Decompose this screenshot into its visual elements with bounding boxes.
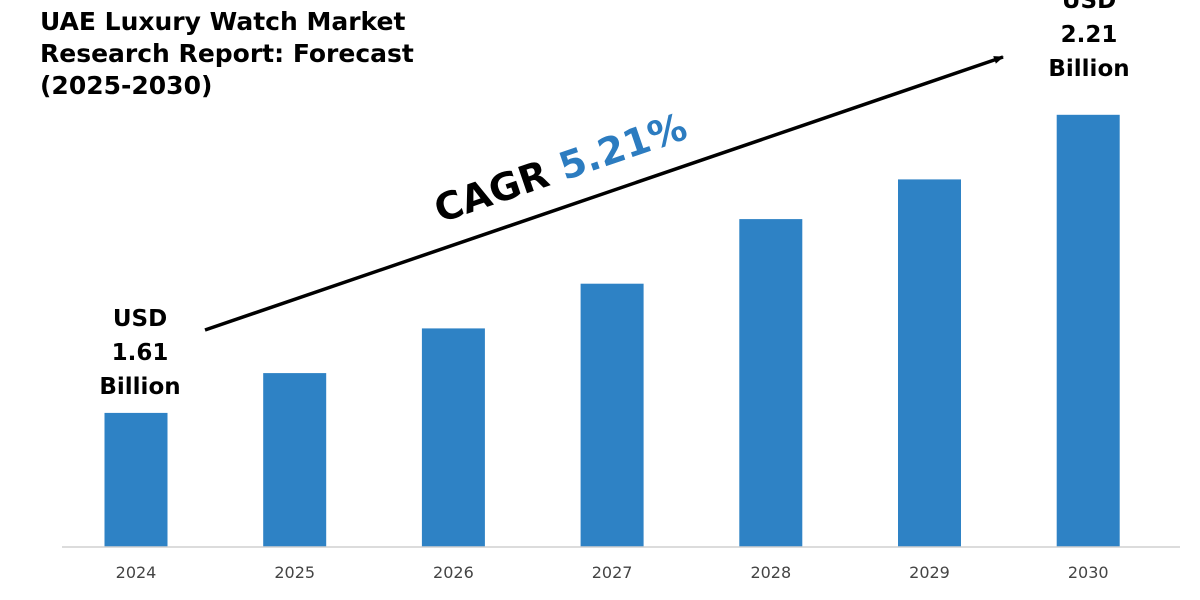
trend-arrow-icon	[204, 55, 1004, 332]
cagr-annotation: CAGR5.21%	[429, 105, 693, 232]
x-tick-label-2030: 2030	[1068, 563, 1109, 582]
x-tick-label-2027: 2027	[592, 563, 633, 582]
start-value-amount: 1.61	[111, 340, 169, 366]
start-value-unit: Billion	[99, 374, 181, 400]
end-value-unit: Billion	[1048, 56, 1130, 82]
end-value-currency: USD	[1061, 0, 1117, 14]
cagr-value: 5.21%	[553, 105, 692, 189]
x-tick-label-2029: 2029	[909, 563, 950, 582]
bar-2024	[104, 412, 168, 547]
bar-2027	[580, 283, 644, 547]
x-tick-label-2028: 2028	[750, 563, 791, 582]
bar-2025	[263, 373, 327, 547]
chart-title: UAE Luxury Watch Market Research Report:…	[40, 7, 414, 100]
bar-2030	[1056, 114, 1120, 548]
bar-2026	[421, 328, 485, 547]
x-tick-label-2024: 2024	[116, 563, 157, 582]
bar-2028	[739, 219, 803, 547]
end-value-label: USD 2.21 Billion	[1019, 0, 1159, 86]
start-value-currency: USD	[112, 306, 168, 332]
bars-group	[104, 114, 1120, 548]
bar-2029	[898, 179, 961, 547]
x-tick-label-2025: 2025	[274, 563, 315, 582]
x-axis-ticks: 2024 2025 2026 2027 2028 2029 2030	[116, 563, 1109, 582]
start-value-label: USD 1.61 Billion	[70, 302, 210, 404]
cagr-label: CAGR	[429, 152, 555, 232]
end-value-amount: 2.21	[1060, 22, 1118, 48]
x-tick-label-2026: 2026	[433, 563, 474, 582]
